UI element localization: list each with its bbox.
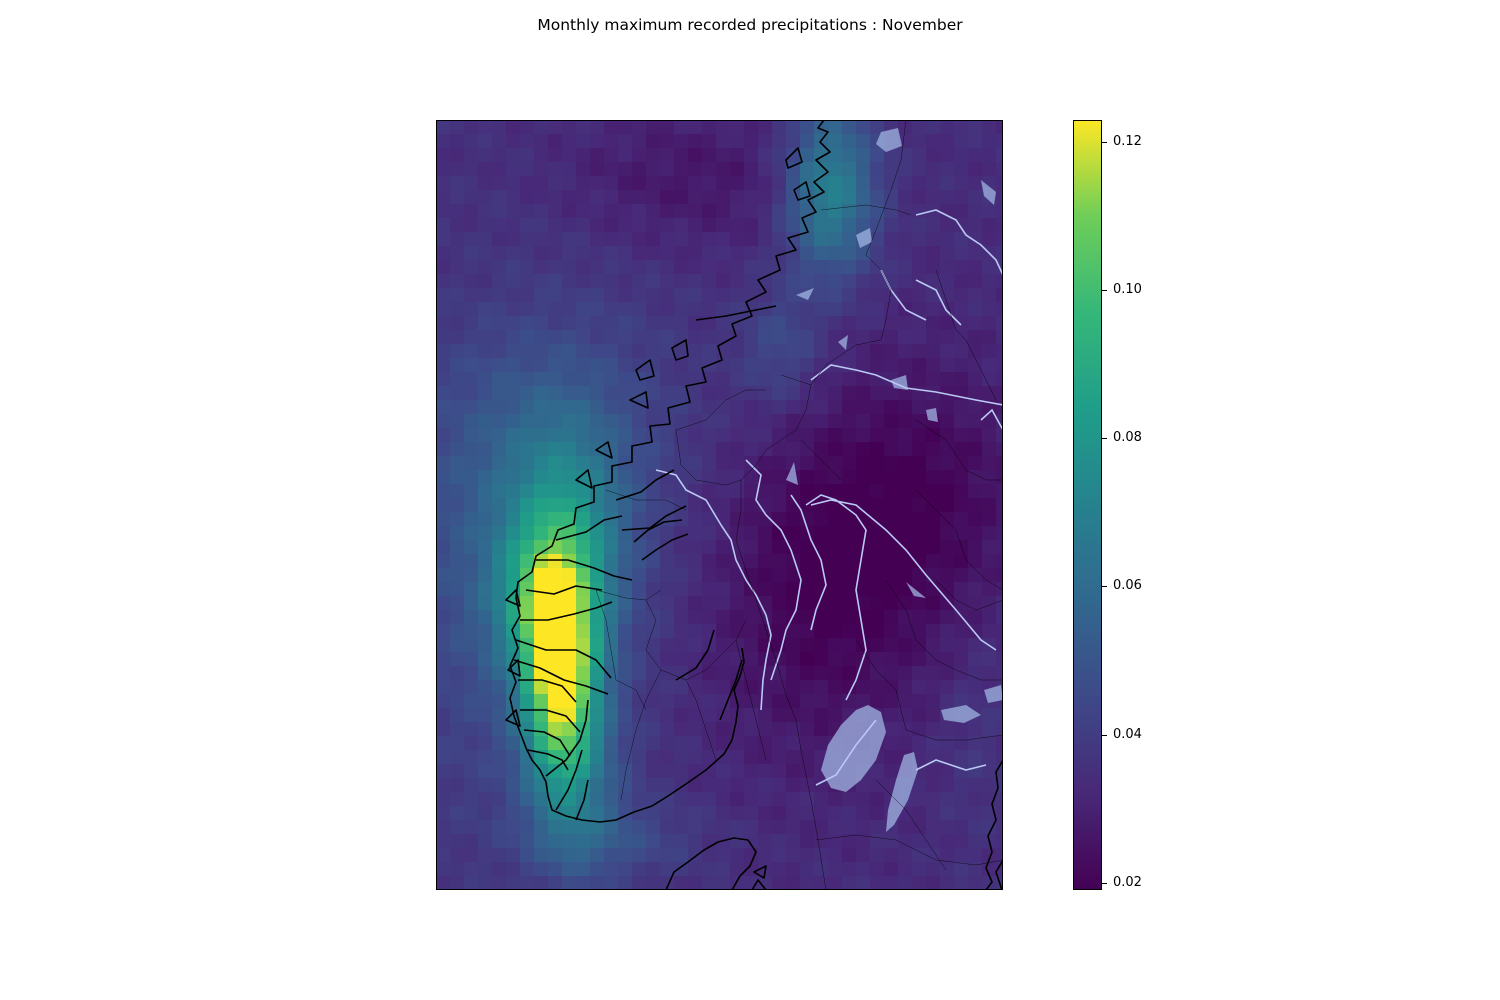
colorbar-tick-mark — [1102, 734, 1107, 736]
colorbar-tick-label: 0.08 — [1113, 430, 1142, 446]
precipitation-grid — [436, 120, 1003, 890]
colorbar-tick-mark — [1102, 142, 1107, 144]
colorbar — [1073, 120, 1102, 890]
colorbar-gradient — [1073, 120, 1102, 890]
precipitation-map[interactable] — [436, 120, 1003, 890]
chart-title: Monthly maximum recorded precipitations … — [537, 16, 963, 34]
rivers — [655, 209, 1003, 786]
colorbar-tick-label: 0.06 — [1113, 578, 1142, 594]
colorbar-tick-mark — [1102, 882, 1107, 884]
colorbar-tick-label: 0.10 — [1113, 282, 1142, 298]
colorbar-tick-mark — [1102, 290, 1107, 292]
colorbar-tick-label: 0.02 — [1113, 874, 1142, 890]
colorbar-tick-label: 0.04 — [1113, 726, 1142, 742]
colorbar-tick-label: 0.12 — [1113, 134, 1142, 150]
colorbar-tick-mark — [1102, 586, 1107, 588]
admin-borders — [595, 120, 1003, 890]
map-border — [436, 120, 1003, 890]
coastline — [505, 120, 1003, 890]
colorbar-tick-mark — [1102, 438, 1107, 440]
